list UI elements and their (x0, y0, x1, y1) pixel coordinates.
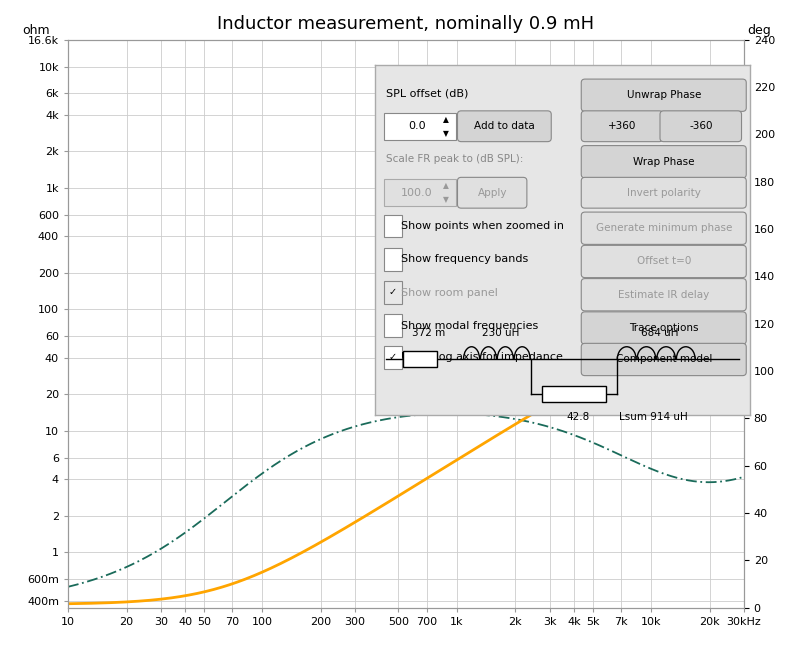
Title: Inductor measurement, nominally 0.9 mH: Inductor measurement, nominally 0.9 mH (218, 15, 594, 33)
Text: Component model: Component model (615, 355, 712, 365)
Text: ✓: ✓ (389, 288, 397, 297)
Text: ▼: ▼ (442, 195, 449, 205)
Text: Unwrap Phase: Unwrap Phase (626, 90, 701, 100)
FancyBboxPatch shape (582, 177, 746, 208)
Text: Scale FR peak to (dB SPL):: Scale FR peak to (dB SPL): (386, 155, 524, 165)
FancyBboxPatch shape (384, 248, 402, 271)
Text: -360: -360 (689, 122, 713, 131)
Text: Add to data: Add to data (474, 122, 534, 131)
FancyBboxPatch shape (384, 214, 402, 237)
FancyBboxPatch shape (384, 314, 402, 337)
FancyBboxPatch shape (384, 113, 456, 140)
Text: Show points when zoomed in: Show points when zoomed in (401, 221, 564, 231)
FancyBboxPatch shape (458, 111, 551, 141)
Text: ✓: ✓ (389, 352, 397, 363)
FancyBboxPatch shape (384, 281, 402, 304)
FancyBboxPatch shape (582, 111, 662, 141)
Text: Trace options: Trace options (629, 323, 698, 333)
Text: 100.0: 100.0 (401, 188, 433, 198)
Text: 230 uH: 230 uH (482, 328, 519, 338)
Text: deg: deg (747, 24, 771, 37)
FancyBboxPatch shape (582, 245, 746, 278)
FancyBboxPatch shape (384, 179, 456, 207)
Text: Wrap Phase: Wrap Phase (633, 157, 694, 167)
FancyBboxPatch shape (582, 343, 746, 376)
FancyBboxPatch shape (582, 279, 746, 311)
Text: ▼: ▼ (442, 129, 449, 137)
Text: 372 m: 372 m (413, 328, 446, 338)
FancyBboxPatch shape (660, 111, 742, 141)
Text: 684 uH: 684 uH (642, 328, 678, 338)
Text: Use a log axis for impedance: Use a log axis for impedance (401, 352, 562, 363)
Text: Generate minimum phase: Generate minimum phase (595, 223, 732, 233)
Text: Offset t=0: Offset t=0 (637, 256, 691, 266)
Bar (542, 386, 606, 402)
FancyBboxPatch shape (582, 145, 746, 178)
Text: ohm: ohm (22, 24, 50, 37)
Text: Apply: Apply (478, 188, 507, 198)
Text: ▲: ▲ (442, 115, 449, 124)
Text: +360: +360 (608, 122, 636, 131)
FancyBboxPatch shape (582, 312, 746, 344)
Text: Show frequency bands: Show frequency bands (401, 254, 528, 264)
Text: Invert polarity: Invert polarity (627, 188, 701, 198)
Text: Show room panel: Show room panel (401, 288, 498, 297)
Text: 0.0: 0.0 (408, 122, 426, 131)
Bar (403, 351, 437, 367)
Text: SPL offset (dB): SPL offset (dB) (386, 88, 469, 98)
FancyBboxPatch shape (458, 177, 527, 208)
Text: Estimate IR delay: Estimate IR delay (618, 290, 710, 299)
Text: Lsum 914 uH: Lsum 914 uH (618, 412, 687, 422)
Text: ▲: ▲ (442, 181, 449, 191)
FancyBboxPatch shape (384, 346, 402, 369)
FancyBboxPatch shape (582, 212, 746, 244)
FancyBboxPatch shape (582, 79, 746, 112)
Text: 42.8: 42.8 (566, 412, 590, 422)
Text: Show modal frequencies: Show modal frequencies (401, 321, 538, 331)
